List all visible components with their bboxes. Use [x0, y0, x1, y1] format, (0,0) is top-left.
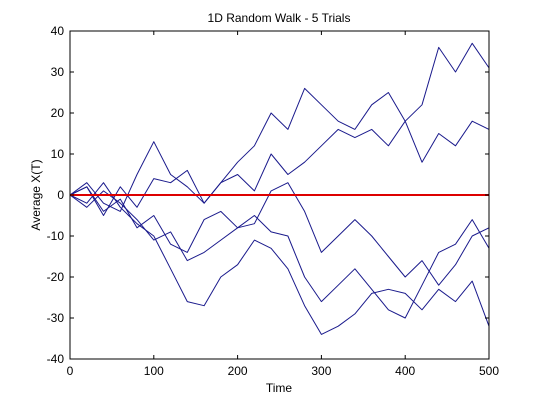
y-axis-label: Average X(T) [29, 159, 43, 230]
chart-title: 1D Random Walk - 5 Trials [208, 11, 351, 25]
series-line-2 [69, 120, 490, 216]
x-tick-label: 100 [144, 364, 164, 378]
x-axis-label: Time [266, 381, 293, 395]
x-tick-label: 0 [67, 364, 74, 378]
series-layer [69, 42, 490, 335]
y-tick-label: -20 [47, 270, 65, 284]
series-line-4 [69, 190, 490, 319]
y-tick-label: 40 [51, 24, 65, 38]
series-line-3 [69, 182, 490, 335]
x-axis: 0 100 200 300 400 500 [67, 31, 499, 378]
y-tick-label: 30 [51, 65, 65, 79]
series-line-5 [69, 182, 490, 286]
y-tick-label: 0 [57, 188, 64, 202]
x-tick-label: 500 [479, 364, 499, 378]
y-tick-label: 10 [51, 147, 65, 161]
y-tick-label: -40 [47, 352, 65, 366]
y-tick-label: -30 [47, 311, 65, 325]
x-tick-label: 200 [228, 364, 248, 378]
y-tick-label: 20 [51, 106, 65, 120]
x-tick-label: 400 [395, 364, 415, 378]
series-line-1 [69, 42, 490, 212]
y-axis: -40 -30 -20 -10 0 10 20 30 40 [47, 24, 489, 366]
y-tick-label: -10 [47, 229, 65, 243]
x-tick-label: 300 [311, 364, 331, 378]
